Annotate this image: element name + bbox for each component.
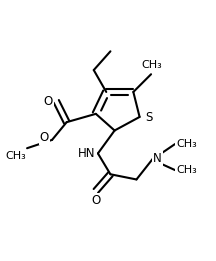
Text: HN: HN: [78, 147, 96, 160]
Text: O: O: [44, 95, 53, 108]
Text: CH₃: CH₃: [176, 165, 197, 175]
Text: S: S: [145, 111, 152, 124]
Text: CH₃: CH₃: [142, 60, 162, 70]
Text: O: O: [91, 194, 100, 207]
Text: N: N: [153, 152, 162, 165]
Text: CH₃: CH₃: [5, 151, 26, 161]
Text: O: O: [40, 131, 49, 144]
Text: CH₃: CH₃: [176, 139, 197, 149]
